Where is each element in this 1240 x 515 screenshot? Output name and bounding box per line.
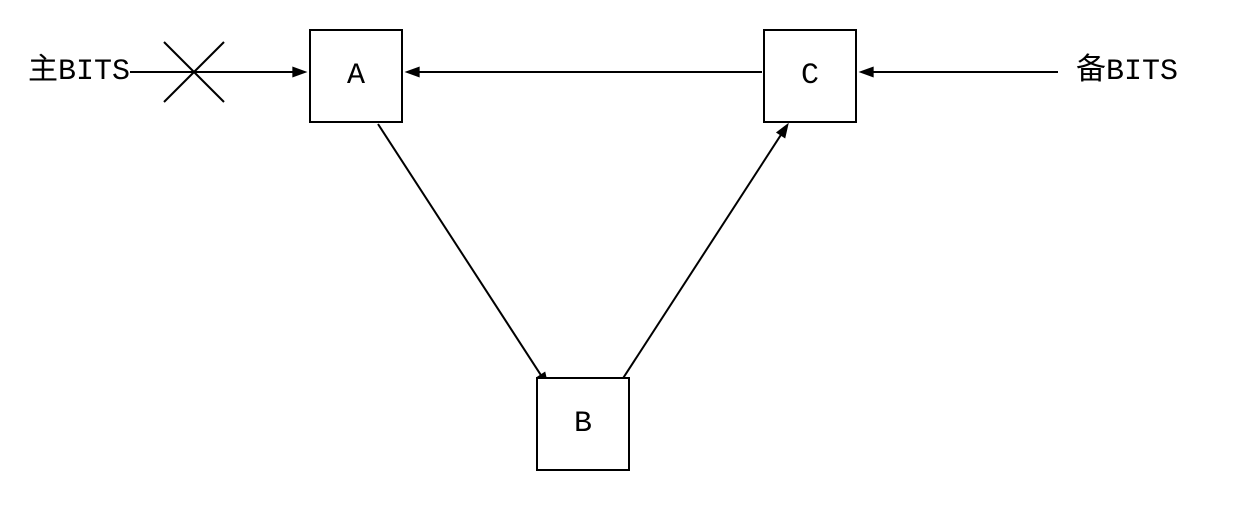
label-right: 备BITS (1076, 53, 1178, 89)
node-label-C: C (801, 59, 819, 93)
node-label-A: A (347, 59, 365, 93)
edges-layer (130, 67, 1058, 386)
arrowhead-C-to-A (406, 67, 419, 77)
arrowhead-right-to-C (860, 67, 873, 77)
node-label-B: B (574, 407, 592, 441)
edge-A-to-B (378, 124, 543, 378)
nodes-layer: A C B (310, 30, 856, 470)
label-left: 主BITS (28, 53, 130, 89)
arrowhead-B-to-C (777, 124, 788, 138)
arrowhead-left-to-A (293, 67, 306, 77)
edge-B-to-C (618, 132, 783, 386)
diagram-canvas: A C B 主BITS 备BITS (0, 0, 1240, 515)
